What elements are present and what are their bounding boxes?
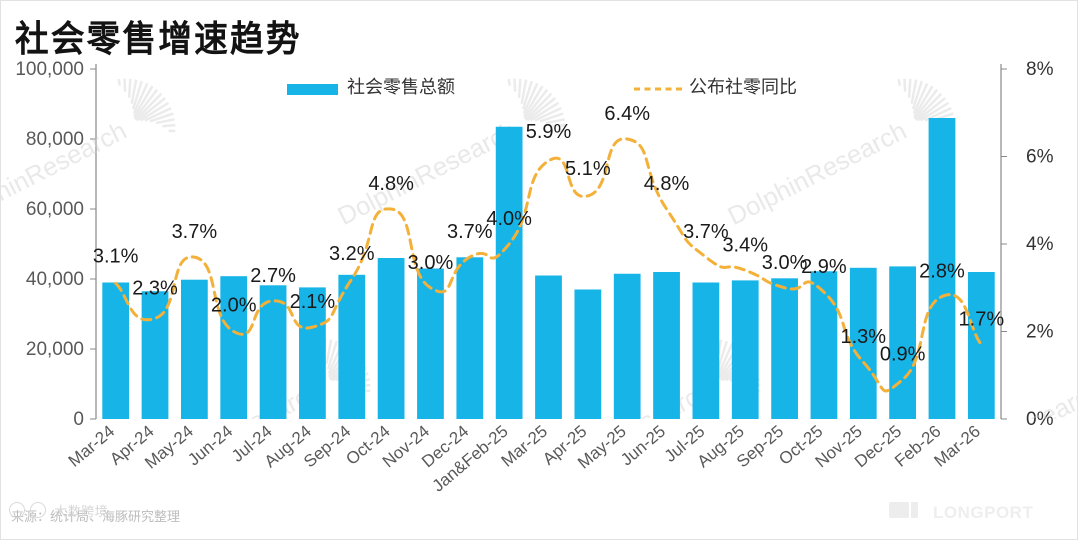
svg-text:Jun-24: Jun-24	[184, 422, 236, 470]
svg-text:2.0%: 2.0%	[211, 295, 257, 317]
svg-text:4.8%: 4.8%	[644, 173, 690, 195]
svg-text:4.8%: 4.8%	[368, 173, 414, 195]
svg-text:2.9%: 2.9%	[801, 256, 847, 278]
svg-text:3.7%: 3.7%	[172, 221, 218, 243]
svg-text:2.3%: 2.3%	[132, 277, 178, 299]
svg-text:5.9%: 5.9%	[526, 121, 572, 143]
svg-text:公布社零同比: 公布社零同比	[689, 77, 797, 97]
svg-text:4.0%: 4.0%	[486, 208, 532, 230]
svg-text:2.1%: 2.1%	[290, 291, 336, 313]
svg-text:2.7%: 2.7%	[250, 265, 296, 287]
svg-text:5.1%: 5.1%	[565, 158, 611, 180]
svg-text:社会零售总额: 社会零售总额	[347, 77, 455, 97]
svg-text:1.7%: 1.7%	[959, 309, 1005, 331]
svg-text:3.2%: 3.2%	[329, 243, 375, 265]
svg-text:60,000: 60,000	[26, 199, 84, 220]
svg-text:6%: 6%	[1026, 147, 1054, 168]
svg-text:6.4%: 6.4%	[604, 103, 650, 125]
svg-text:100,000: 100,000	[15, 59, 84, 80]
svg-text:2.8%: 2.8%	[919, 261, 965, 283]
svg-text:2%: 2%	[1026, 322, 1054, 343]
svg-text:3.1%: 3.1%	[93, 245, 139, 267]
svg-text:3.0%: 3.0%	[408, 252, 454, 274]
svg-text:Jun-25: Jun-25	[617, 422, 669, 470]
svg-text:4%: 4%	[1026, 234, 1054, 255]
svg-text:8%: 8%	[1026, 59, 1054, 80]
svg-text:20,000: 20,000	[26, 339, 84, 360]
svg-text:DolphinResearch: DolphinResearch	[724, 117, 912, 231]
svg-text:0: 0	[73, 409, 84, 430]
svg-text:0.9%: 0.9%	[880, 344, 926, 366]
svg-text:40,000: 40,000	[26, 269, 84, 290]
